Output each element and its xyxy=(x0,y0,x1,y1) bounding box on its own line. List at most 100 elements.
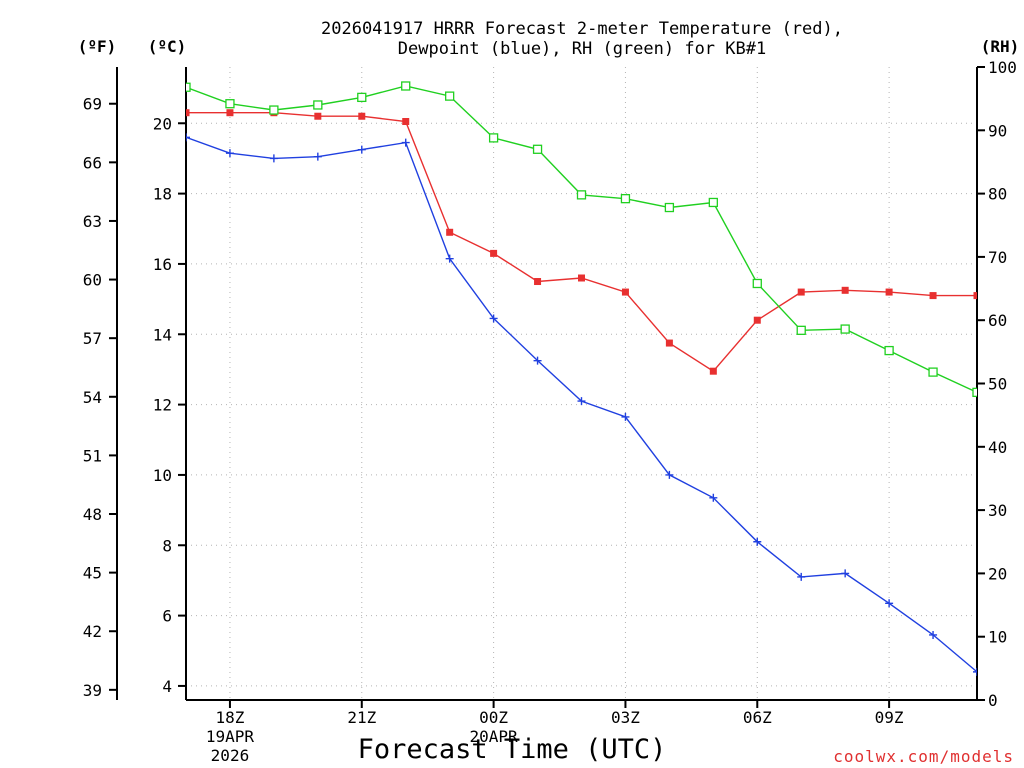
celsius-tick-label: 4 xyxy=(162,677,172,696)
rh-point xyxy=(532,144,543,154)
dewpoint-point xyxy=(621,412,630,421)
dewpoint-point xyxy=(797,572,806,581)
rh-point xyxy=(840,324,850,334)
dewpoint-point xyxy=(973,667,977,676)
fahrenheit-tick-label: 69 xyxy=(83,95,102,114)
rh-point xyxy=(269,105,279,115)
rh-tick-label: 0 xyxy=(988,691,998,710)
rh-tick-label: 90 xyxy=(988,121,1007,140)
rh-point xyxy=(357,92,367,103)
temperature-point xyxy=(578,274,585,282)
rh-point xyxy=(796,325,806,335)
dewpoint-point xyxy=(533,356,542,365)
fahrenheit-tick-label: 54 xyxy=(83,388,102,407)
temperature-point xyxy=(621,288,629,296)
temperature-point xyxy=(885,288,893,296)
temperature-point xyxy=(797,288,805,296)
fahrenheit-tick-label: 45 xyxy=(83,564,102,583)
rh-point xyxy=(313,100,323,110)
dewpoint-point xyxy=(186,133,190,142)
x-axis-label: Forecast Time (UTC) xyxy=(358,734,667,765)
rh-point xyxy=(488,133,499,143)
temperature-point xyxy=(186,109,190,117)
dewpoint-point xyxy=(929,630,938,639)
celsius-tick-label: 14 xyxy=(153,325,172,344)
fahrenheit-tick-label: 42 xyxy=(83,622,102,641)
dewpoint-point xyxy=(269,154,278,163)
fahrenheit-tick-label: 57 xyxy=(83,329,102,348)
time-tick-date: 19APR xyxy=(206,727,255,746)
rh-point xyxy=(620,194,631,204)
dewpoint-point xyxy=(841,569,850,578)
celsius-tick-label: 12 xyxy=(153,396,172,415)
rh-point xyxy=(928,367,938,377)
temperature-point xyxy=(402,118,410,126)
dewpoint-point xyxy=(401,138,410,147)
axes xyxy=(116,67,978,701)
rh-point xyxy=(225,99,235,109)
rh-point xyxy=(708,197,718,208)
dewpoint-point xyxy=(577,397,586,406)
rh-point xyxy=(884,345,894,356)
temperature-point xyxy=(753,316,761,324)
fahrenheit-tick-label: 60 xyxy=(83,271,102,290)
credit-text: coolwx.com/models xyxy=(833,747,1014,766)
celsius-tick-label: 10 xyxy=(153,466,172,485)
temperature-point xyxy=(446,228,454,236)
temperature-point xyxy=(841,286,849,294)
series-group xyxy=(186,81,977,676)
dewpoint-point xyxy=(753,537,762,546)
rh-tick-label: 70 xyxy=(988,248,1007,267)
time-tick-label: 18Z xyxy=(215,708,244,727)
rh-line xyxy=(186,85,977,394)
grid xyxy=(186,67,977,700)
axis-ticks: 39 42 45 48 51 54 57 60 63 66 69 4 6 8 10 12 14 16 18 20 0 10… xyxy=(83,58,1017,765)
temperature-point xyxy=(973,292,977,300)
rh-point xyxy=(576,190,587,200)
temperature-point xyxy=(709,367,717,375)
celsius-tick-label: 20 xyxy=(153,114,172,133)
rh-point xyxy=(664,202,675,213)
temperature-line xyxy=(186,111,977,373)
fahrenheit-tick-label: 48 xyxy=(83,505,102,524)
dewpoint-point xyxy=(665,470,674,479)
data-series xyxy=(186,81,977,676)
dewpoint-point xyxy=(885,599,894,608)
dewpoint-point xyxy=(445,254,454,263)
temperature-point xyxy=(929,292,937,300)
chart-title-line2: Dewpoint (blue), RH (green) for KB#1 xyxy=(398,39,766,59)
fahrenheit-tick-label: 51 xyxy=(83,446,102,465)
fahrenheit-unit-label: (ºF) xyxy=(78,37,117,56)
time-tick-year: 2026 xyxy=(211,746,250,765)
rh-point xyxy=(445,91,455,101)
dewpoint-point xyxy=(357,145,366,154)
rh-point xyxy=(972,387,977,398)
celsius-tick-label: 6 xyxy=(162,607,172,626)
rh-tick-label: 40 xyxy=(988,438,1007,457)
rh-tick-label: 80 xyxy=(988,185,1007,204)
rh-tick-label: 50 xyxy=(988,375,1007,394)
rh-tick-label: 100 xyxy=(988,58,1017,77)
temperature-point xyxy=(665,339,673,347)
celsius-tick-label: 18 xyxy=(153,185,172,204)
celsius-tick-label: 8 xyxy=(162,536,172,555)
temperature-point xyxy=(534,278,542,286)
dewpoint-point xyxy=(313,152,322,161)
chart-title-line1: 2026041917 HRRR Forecast 2-meter Tempera… xyxy=(321,19,843,39)
dewpoint-point xyxy=(489,314,498,323)
time-tick-label: 09Z xyxy=(875,708,904,727)
time-tick-label: 21Z xyxy=(347,708,376,727)
rh-point xyxy=(401,81,411,91)
temperature-point xyxy=(314,112,322,120)
celsius-tick-label: 16 xyxy=(153,255,172,274)
rh-tick-label: 10 xyxy=(988,628,1007,647)
fahrenheit-tick-label: 39 xyxy=(83,681,102,700)
dewpoint-point xyxy=(709,493,718,502)
dewpoint-point xyxy=(225,149,234,158)
time-tick-label: 06Z xyxy=(743,708,772,727)
time-tick-date: 20APR xyxy=(470,727,519,746)
rh-point xyxy=(752,278,762,289)
rh-point xyxy=(186,82,191,92)
time-tick-label: 03Z xyxy=(611,708,640,727)
